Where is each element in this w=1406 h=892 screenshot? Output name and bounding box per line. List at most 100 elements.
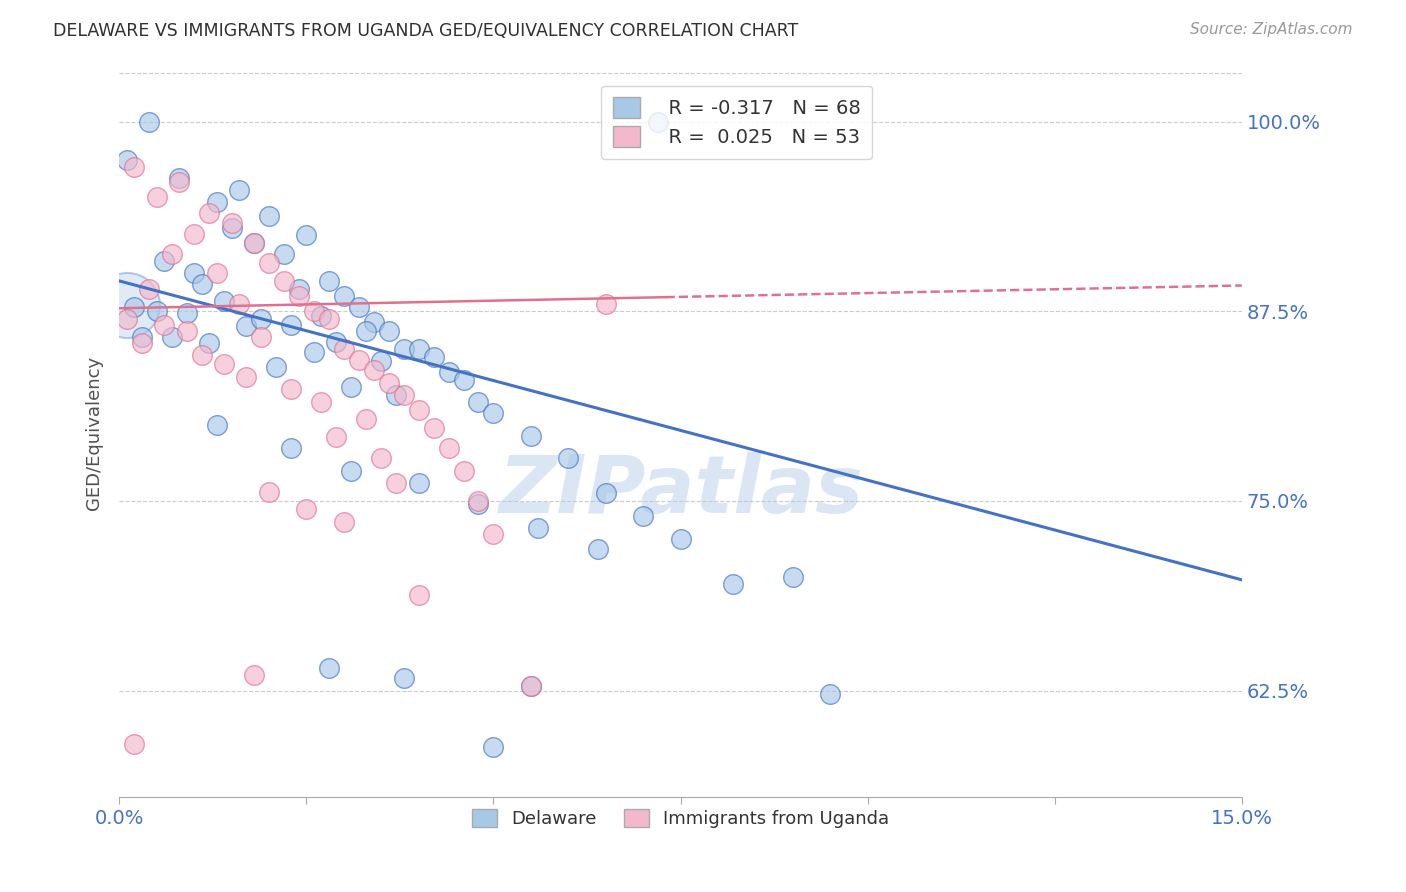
Point [153, 318, 176, 332]
Point [453, 373, 475, 387]
Point [520, 428, 543, 442]
Point [257, 484, 280, 499]
Point [453, 464, 475, 478]
Point [115, 153, 138, 167]
Point [122, 737, 145, 751]
Point [354, 412, 377, 426]
Point [115, 298, 138, 312]
Point [280, 318, 302, 332]
Point [212, 293, 235, 308]
Point [721, 577, 744, 591]
Point [243, 235, 266, 250]
Point [392, 672, 415, 686]
Point [205, 418, 228, 433]
Point [586, 542, 609, 557]
Point [273, 274, 295, 288]
Point [595, 296, 617, 310]
Point [280, 441, 302, 455]
Point [422, 350, 444, 364]
Point [160, 246, 183, 260]
Point [422, 421, 444, 435]
Point [228, 183, 250, 197]
Text: DELAWARE VS IMMIGRANTS FROM UGANDA GED/EQUIVALENCY CORRELATION CHART: DELAWARE VS IMMIGRANTS FROM UGANDA GED/E… [53, 22, 799, 40]
Point [408, 342, 430, 356]
Point [557, 451, 579, 466]
Point [363, 363, 385, 377]
Point [138, 114, 160, 128]
Point [408, 475, 430, 490]
Point [212, 357, 235, 371]
Point [198, 205, 221, 219]
Point [333, 515, 356, 529]
Point [183, 266, 205, 280]
Point [527, 521, 550, 535]
Point [288, 281, 311, 295]
Point [302, 304, 325, 318]
Text: Source: ZipAtlas.com: Source: ZipAtlas.com [1189, 22, 1353, 37]
Point [228, 296, 250, 310]
Point [250, 330, 273, 344]
Point [198, 336, 221, 351]
Point [145, 190, 167, 204]
Point [288, 289, 311, 303]
Point [340, 464, 363, 478]
Point [221, 216, 243, 230]
Point [437, 441, 460, 455]
Point [295, 501, 318, 516]
Point [122, 160, 145, 174]
Point [333, 289, 356, 303]
Point [243, 235, 266, 250]
Point [311, 395, 333, 409]
Point [818, 687, 841, 701]
Point [318, 274, 340, 288]
Point [370, 451, 392, 466]
Point [482, 406, 505, 420]
Point [392, 342, 415, 356]
Point [131, 336, 153, 351]
Point [392, 388, 415, 402]
Point [482, 527, 505, 541]
Point [354, 324, 377, 338]
Point [467, 395, 489, 409]
Point [243, 668, 266, 682]
Point [266, 360, 288, 375]
Point [302, 345, 325, 359]
Legend: Delaware, Immigrants from Uganda: Delaware, Immigrants from Uganda [464, 801, 897, 835]
Point [318, 311, 340, 326]
Point [377, 376, 399, 390]
Point [138, 281, 160, 295]
Y-axis label: GED/Equivalency: GED/Equivalency [86, 356, 103, 509]
Point [176, 306, 198, 320]
Point [145, 304, 167, 318]
Point [250, 311, 273, 326]
Point [167, 170, 190, 185]
Point [782, 570, 804, 584]
Point [437, 365, 460, 379]
Point [221, 220, 243, 235]
Point [257, 256, 280, 270]
Point [631, 509, 654, 524]
Point [385, 475, 408, 490]
Point [408, 403, 430, 417]
Point [333, 342, 356, 356]
Point [377, 324, 399, 338]
Point [370, 354, 392, 368]
Point [257, 209, 280, 223]
Point [669, 532, 692, 546]
Point [167, 175, 190, 189]
Point [385, 388, 408, 402]
Point [520, 679, 543, 693]
Point [467, 497, 489, 511]
Point [153, 254, 176, 268]
Point [311, 309, 333, 323]
Point [273, 246, 295, 260]
Point [520, 679, 543, 693]
Point [325, 430, 347, 444]
Point [647, 114, 669, 128]
Text: ZIPatlas: ZIPatlas [498, 452, 863, 530]
Point [595, 486, 617, 500]
Point [408, 588, 430, 602]
Point [482, 739, 505, 754]
Point [347, 352, 370, 367]
Point [205, 266, 228, 280]
